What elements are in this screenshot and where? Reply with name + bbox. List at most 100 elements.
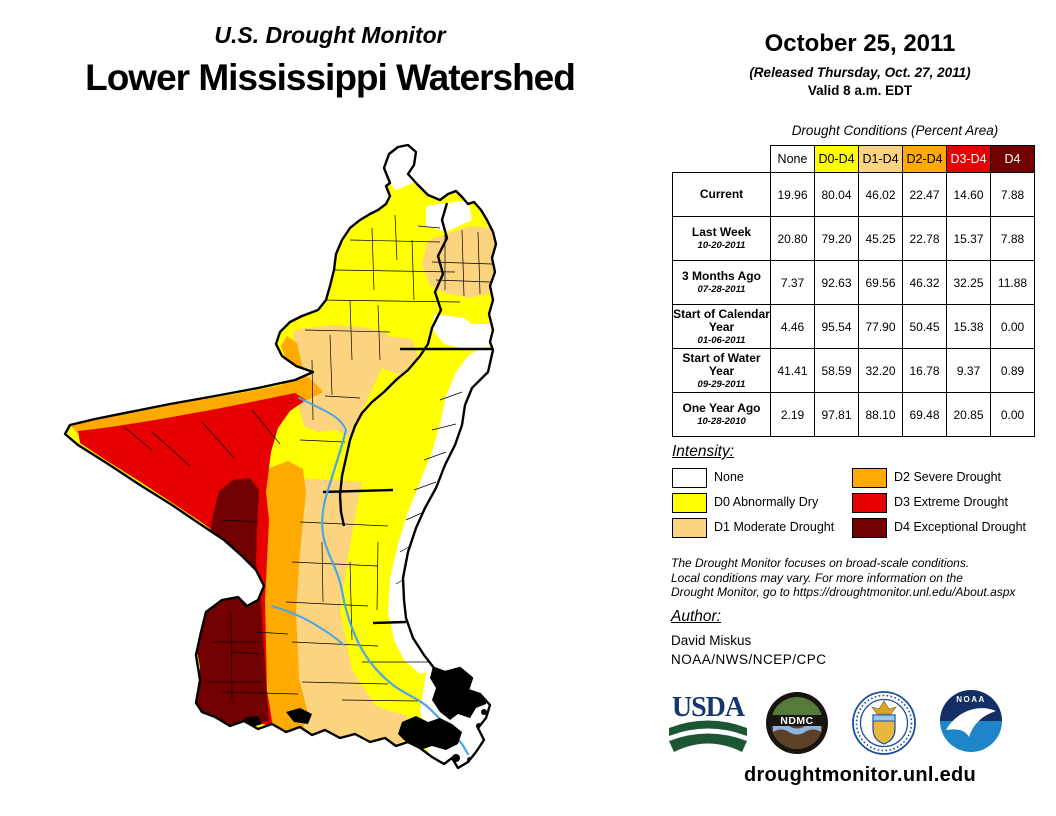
row-label-last-week: Last Week 10-20-2011	[672, 216, 771, 261]
value-cell: 7.88	[990, 172, 1035, 217]
value-cell: 0.00	[990, 392, 1035, 437]
author-organization: NOAA/NWS/NCEP/CPC	[671, 652, 827, 667]
value-cell: 69.56	[858, 260, 903, 305]
table-row: Last Week 10-20-2011 20.80 79.20 45.25 2…	[672, 216, 1035, 261]
author-heading: Author:	[671, 608, 721, 625]
column-header-d4: D4	[990, 145, 1035, 173]
row-label-3-months-ago: 3 Months Ago 07-28-2011	[672, 260, 771, 305]
column-header-d3d4: D3-D4	[946, 145, 991, 173]
usda-logo-text: USDA	[672, 692, 746, 723]
report-supertitle: U.S. Drought Monitor	[214, 22, 446, 48]
value-cell: 14.60	[946, 172, 991, 217]
value-cell: 9.37	[946, 348, 991, 393]
usda-swoosh-lower	[669, 733, 747, 752]
footer-url: droughtmonitor.unl.edu	[743, 764, 977, 786]
column-header-d0d4: D0-D4	[814, 145, 859, 173]
title-block: U.S. Drought Monitor Lower Mississippi W…	[5, 22, 655, 99]
row-label-current: Current	[672, 172, 771, 217]
value-cell: 77.90	[858, 304, 903, 349]
value-cell: 19.96	[770, 172, 815, 217]
release-date: (Released Thursday, Oct. 27, 2011)	[749, 65, 971, 80]
county-boundaries	[123, 214, 493, 702]
column-header-d1d4: D1-D4	[858, 145, 903, 173]
ndmc-logo-icon: NDMC	[766, 692, 828, 754]
value-cell: 0.89	[990, 348, 1035, 393]
table-header-row: None D0-D4 D1-D4 D2-D4 D3-D4 D4	[672, 145, 1035, 173]
value-cell: 4.46	[770, 304, 815, 349]
row-label-start-calendar-year: Start of Calendar Year 01-06-2011	[672, 304, 771, 349]
value-cell: 69.48	[902, 392, 947, 437]
map-zone-none-north	[426, 200, 472, 232]
usda-logo-icon: USDA	[669, 692, 747, 752]
column-header-d2d4: D2-D4	[902, 145, 947, 173]
value-cell: 88.10	[858, 392, 903, 437]
value-cell: 11.88	[990, 260, 1035, 305]
table-row: 3 Months Ago 07-28-2011 7.37 92.63 69.56…	[672, 260, 1035, 305]
noaa-logo-icon: NOAA	[940, 690, 1002, 752]
value-cell: 2.19	[770, 392, 815, 437]
value-cell: 20.85	[946, 392, 991, 437]
legend-swatch-d1	[672, 518, 707, 538]
marsh-islet	[481, 709, 487, 715]
coastal-bay	[244, 708, 312, 728]
disclaimer-line: Drought Monitor, go to https://droughtmo…	[671, 585, 1016, 599]
noaa-bird	[946, 708, 996, 737]
value-cell: 50.45	[902, 304, 947, 349]
disclaimer-line: Local conditions may vary. For more info…	[671, 570, 963, 585]
value-cell: 79.20	[814, 216, 859, 261]
ndmc-logo-text: NDMC	[780, 715, 814, 727]
disclaimer-line: The Drought Monitor focuses on broad-sca…	[671, 556, 970, 570]
state-boundaries	[322, 202, 493, 625]
report-date: October 25, 2011	[764, 30, 956, 57]
value-cell: 80.04	[814, 172, 859, 217]
table-row: Start of Water Year 09-29-2011 41.41 58.…	[672, 348, 1035, 393]
legend-swatch-d0	[672, 493, 707, 513]
value-cell: 46.32	[902, 260, 947, 305]
table-corner-blank	[672, 145, 771, 173]
date-block: October 25, 2011 (Released Thursday, Oct…	[665, 30, 1055, 98]
map-zone-d2-south-band	[261, 461, 308, 737]
marsh-blob	[398, 716, 462, 750]
commerce-shield	[872, 714, 896, 745]
marsh-blob	[430, 660, 490, 720]
map-zone-d1-river-east	[374, 335, 418, 375]
value-cell: 95.54	[814, 304, 859, 349]
value-cell: 7.88	[990, 216, 1035, 261]
drought-conditions-table: None D0-D4 D1-D4 D2-D4 D3-D4 D4 Current …	[672, 145, 1035, 437]
value-cell: 22.47	[902, 172, 947, 217]
legend-swatch-d2	[852, 468, 887, 488]
legend-swatch-d3	[852, 493, 887, 513]
page-title: Lower Mississippi Watershed	[85, 57, 576, 98]
column-header-none: None	[770, 145, 815, 173]
valid-time: Valid 8 a.m. EDT	[807, 83, 913, 98]
map-zone-d1-south	[281, 477, 408, 747]
ndmc-water-wave	[773, 723, 821, 735]
value-cell: 46.02	[858, 172, 903, 217]
value-cell: 97.81	[814, 392, 859, 437]
row-label-start-water-year: Start of Water Year 09-29-2011	[672, 348, 771, 393]
author-name: David Miskus	[671, 633, 752, 648]
legend-swatch-none	[672, 468, 707, 488]
usda-swoosh-upper	[669, 720, 747, 736]
value-cell: 16.78	[902, 348, 947, 393]
value-cell: 15.38	[946, 304, 991, 349]
value-cell: 41.41	[770, 348, 815, 393]
value-cell: 58.59	[814, 348, 859, 393]
commerce-seal-icon	[852, 691, 916, 755]
legend-swatch-d4	[852, 518, 887, 538]
value-cell: 7.37	[770, 260, 815, 305]
ndmc-band	[770, 715, 824, 726]
table-row: One Year Ago 10-28-2010 2.19 97.81 88.10…	[672, 392, 1035, 437]
commerce-inner-circle	[859, 698, 909, 748]
commerce-eagle	[871, 700, 897, 715]
red-river	[271, 605, 345, 646]
value-cell: 20.80	[770, 216, 815, 261]
map-zone-d1-central	[291, 325, 393, 437]
value-cell: 32.25	[946, 260, 991, 305]
table-row: Start of Calendar Year 01-06-2011 4.46 9…	[672, 304, 1035, 349]
value-cell: 92.63	[814, 260, 859, 305]
value-cell: 15.37	[946, 216, 991, 261]
row-label-one-year-ago: One Year Ago 10-28-2010	[672, 392, 771, 437]
mississippi-river	[321, 428, 470, 756]
